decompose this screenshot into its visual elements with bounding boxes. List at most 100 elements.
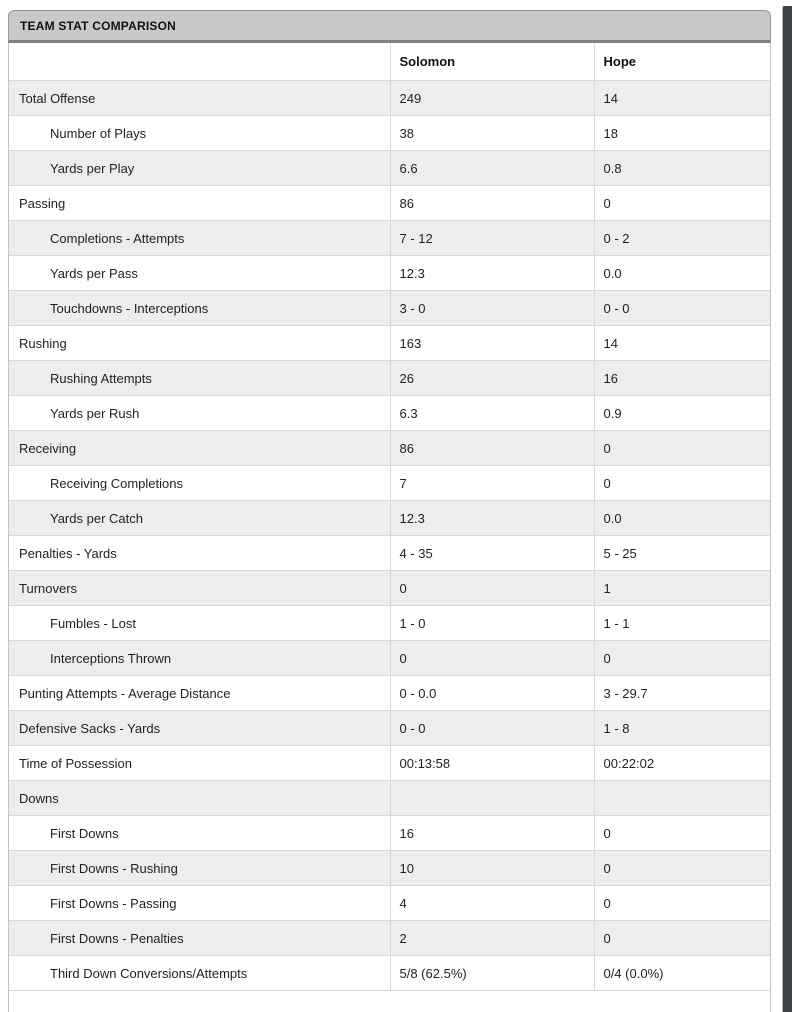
stat-label: Penalties - Yards bbox=[19, 545, 117, 561]
hope-value: 0 bbox=[593, 430, 770, 466]
stat-label: Third Down Conversions/Attempts bbox=[50, 965, 248, 981]
hope-value: 1 - 1 bbox=[593, 605, 770, 641]
stat-table: Solomon Hope Total Offense 249 14 Number of… bbox=[9, 43, 770, 990]
hope-value: 3 - 29.7 bbox=[593, 675, 770, 711]
stat-label: Punting Attempts - Average Distance bbox=[19, 685, 231, 701]
scrollbar-track[interactable] bbox=[782, 6, 792, 1012]
solomon-value: 86 bbox=[389, 430, 594, 466]
column-header-solomon: Solomon bbox=[389, 43, 594, 81]
solomon-value: 0 - 0.0 bbox=[389, 675, 594, 711]
solomon-value: 7 bbox=[389, 465, 594, 501]
hope-value: 0 bbox=[593, 640, 770, 676]
table-row: First Downs 16 0 bbox=[9, 815, 770, 851]
hope-value: 00:22:02 bbox=[593, 745, 770, 781]
hope-value: 0 - 2 bbox=[593, 220, 770, 256]
stat-label: First Downs - Rushing bbox=[50, 860, 178, 876]
table-row: Yards per Rush 6.3 0.9 bbox=[9, 395, 770, 431]
solomon-value: 12.3 bbox=[389, 255, 594, 291]
hope-value: 0.0 bbox=[593, 255, 770, 291]
hope-value: 0 bbox=[593, 850, 770, 886]
table-row: Yards per Play 6.6 0.8 bbox=[9, 150, 770, 186]
stat-label: Yards per Play bbox=[50, 160, 135, 176]
stat-label: Fumbles - Lost bbox=[50, 615, 136, 631]
hope-value: 0/4 (0.0%) bbox=[593, 955, 770, 990]
stat-label: Yards per Catch bbox=[50, 510, 143, 526]
table-row: Rushing 163 14 bbox=[9, 325, 770, 361]
stat-label: Rushing Attempts bbox=[50, 370, 152, 386]
table-footer-space bbox=[9, 990, 770, 1012]
stat-label: Receiving Completions bbox=[50, 475, 183, 491]
hope-value: 16 bbox=[593, 360, 770, 396]
stat-label: Receiving bbox=[19, 440, 77, 456]
hope-value: 14 bbox=[593, 80, 770, 116]
stat-label: Number of Plays bbox=[50, 125, 147, 141]
table-row: Receiving Completions 7 0 bbox=[9, 465, 770, 501]
table-row: Downs bbox=[9, 780, 770, 816]
stat-label: First Downs - Penalties bbox=[50, 930, 184, 946]
column-header-row: Solomon Hope bbox=[9, 43, 770, 81]
table-row: Total Offense 249 14 bbox=[9, 80, 770, 116]
solomon-value: 0 - 0 bbox=[389, 710, 594, 746]
solomon-value: 7 - 12 bbox=[389, 220, 594, 256]
hope-value: 0.0 bbox=[593, 500, 770, 536]
stat-label: First Downs - Passing bbox=[50, 895, 177, 911]
table-row: Interceptions Thrown 0 0 bbox=[9, 640, 770, 676]
solomon-value: 0 bbox=[389, 640, 594, 676]
hope-value: 0 bbox=[593, 885, 770, 921]
table-row: Completions - Attempts 7 - 12 0 - 2 bbox=[9, 220, 770, 256]
hope-value: 0.8 bbox=[593, 150, 770, 186]
stat-label: Defensive Sacks - Yards bbox=[19, 720, 161, 736]
table-row: Receiving 86 0 bbox=[9, 430, 770, 466]
solomon-value: 4 bbox=[389, 885, 594, 921]
stat-label: Completions - Attempts bbox=[50, 230, 185, 246]
column-header-hope: Hope bbox=[593, 43, 770, 81]
hope-value: 18 bbox=[593, 115, 770, 151]
hope-value: 5 - 25 bbox=[593, 535, 770, 571]
table-row: Time of Possession 00:13:58 00:22:02 bbox=[9, 745, 770, 781]
stat-label: Yards per Pass bbox=[50, 265, 138, 281]
solomon-value: 38 bbox=[389, 115, 594, 151]
stat-label: Interceptions Thrown bbox=[50, 650, 172, 666]
table-row: Punting Attempts - Average Distance 0 - 0… bbox=[9, 675, 770, 711]
solomon-value: 5/8 (62.5%) bbox=[389, 955, 594, 990]
table-row: Yards per Catch 12.3 0.0 bbox=[9, 500, 770, 536]
solomon-value: 2 bbox=[389, 920, 594, 956]
stat-label: Passing bbox=[19, 195, 66, 211]
table-row: First Downs - Rushing 10 0 bbox=[9, 850, 770, 886]
table-row: Number of Plays 38 18 bbox=[9, 115, 770, 151]
solomon-value: 12.3 bbox=[389, 500, 594, 536]
table-row: Passing 86 0 bbox=[9, 185, 770, 221]
solomon-value: 86 bbox=[389, 185, 594, 221]
table-row: Rushing Attempts 26 16 bbox=[9, 360, 770, 396]
solomon-value: 10 bbox=[389, 850, 594, 886]
hope-value bbox=[593, 780, 770, 816]
solomon-value bbox=[389, 780, 594, 816]
table-row: Turnovers 0 1 bbox=[9, 570, 770, 606]
stat-table-container: Solomon Hope Total Offense 249 14 Number of… bbox=[8, 43, 771, 1012]
table-row: Yards per Pass 12.3 0.0 bbox=[9, 255, 770, 291]
table-row: First Downs - Passing 4 0 bbox=[9, 885, 770, 921]
stat-label: Downs bbox=[19, 790, 59, 806]
team-stat-panel: TEAM STAT COMPARISON Solomon Hope Total … bbox=[8, 10, 771, 1012]
hope-value: 0 bbox=[593, 920, 770, 956]
hope-value: 0.9 bbox=[593, 395, 770, 431]
solomon-value: 0 bbox=[389, 570, 594, 606]
solomon-value: 00:13:58 bbox=[389, 745, 594, 781]
solomon-value: 163 bbox=[389, 325, 594, 361]
table-row: Third Down Conversions/Attempts 5/8 (62.5… bbox=[9, 955, 770, 990]
stat-label: Total Offense bbox=[19, 90, 96, 106]
table-row: First Downs - Penalties 2 0 bbox=[9, 920, 770, 956]
table-row: Penalties - Yards 4 - 35 5 - 25 bbox=[9, 535, 770, 571]
solomon-value: 1 - 0 bbox=[389, 605, 594, 641]
hope-value: 0 - 0 bbox=[593, 290, 770, 326]
solomon-value: 6.3 bbox=[389, 395, 594, 431]
hope-value: 0 bbox=[593, 815, 770, 851]
solomon-value: 6.6 bbox=[389, 150, 594, 186]
hope-value: 1 - 8 bbox=[593, 710, 770, 746]
panel-title: TEAM STAT COMPARISON bbox=[20, 18, 176, 33]
stat-label: Yards per Rush bbox=[50, 405, 140, 421]
